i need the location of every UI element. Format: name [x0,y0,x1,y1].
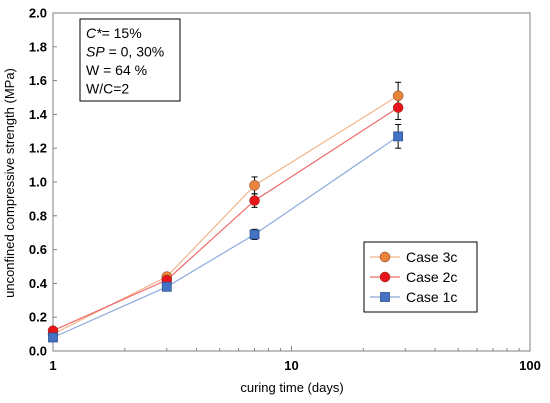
series-line-case-2c [52,107,399,332]
data-point [249,180,260,191]
x-axis-title: curing time (days) [240,380,343,395]
data-point [249,195,260,206]
annotation-line: W = 64 % [86,62,147,78]
annotation-line: C*= 15% [86,25,142,41]
y-tick-label: 0.2 [29,310,47,325]
x-tick-label: 1 [49,358,56,373]
legend-marker [380,292,390,302]
x-tick-label: 10 [284,358,298,373]
annotation-line: W/C=2 [86,81,129,97]
y-tick-label: 0.0 [29,344,47,359]
y-axis-title: unconfined compressive strength (MPa) [2,68,17,298]
data-point [393,131,404,142]
data-point [161,281,172,292]
legend-label: Case 1c [406,289,457,305]
data-point [249,229,260,240]
annotation-box [79,18,181,102]
y-tick-label: 0.8 [29,208,47,223]
y-tick-label: 1.8 [29,39,47,54]
annotation-line: SP = 0, 30% [86,44,164,60]
y-tick-label: 1.2 [29,141,47,156]
data-point [392,90,404,102]
x-tick-label: 100 [519,358,541,373]
legend-label: Case 2c [406,269,457,285]
y-tick-label: 1.4 [29,107,48,122]
y-tick-label: 0.4 [29,276,48,291]
y-tick-label: 1.6 [29,73,47,88]
data-point [48,332,58,343]
data-point [392,102,404,113]
legend-label: Case 3c [406,249,457,265]
plot-area: 0.0 0.2 0.4 0.6 0.8 1.0 1.2 1.4 1.6 1.8 2.0 1 10 100 C… [29,6,541,374]
y-tick-label: 0.6 [29,242,47,257]
legend-marker [379,251,391,263]
y-tick-label: 2.0 [29,6,47,21]
series-line-case-1c [52,135,399,339]
y-tick-label: 1.0 [29,175,47,190]
legend-marker [379,271,391,283]
